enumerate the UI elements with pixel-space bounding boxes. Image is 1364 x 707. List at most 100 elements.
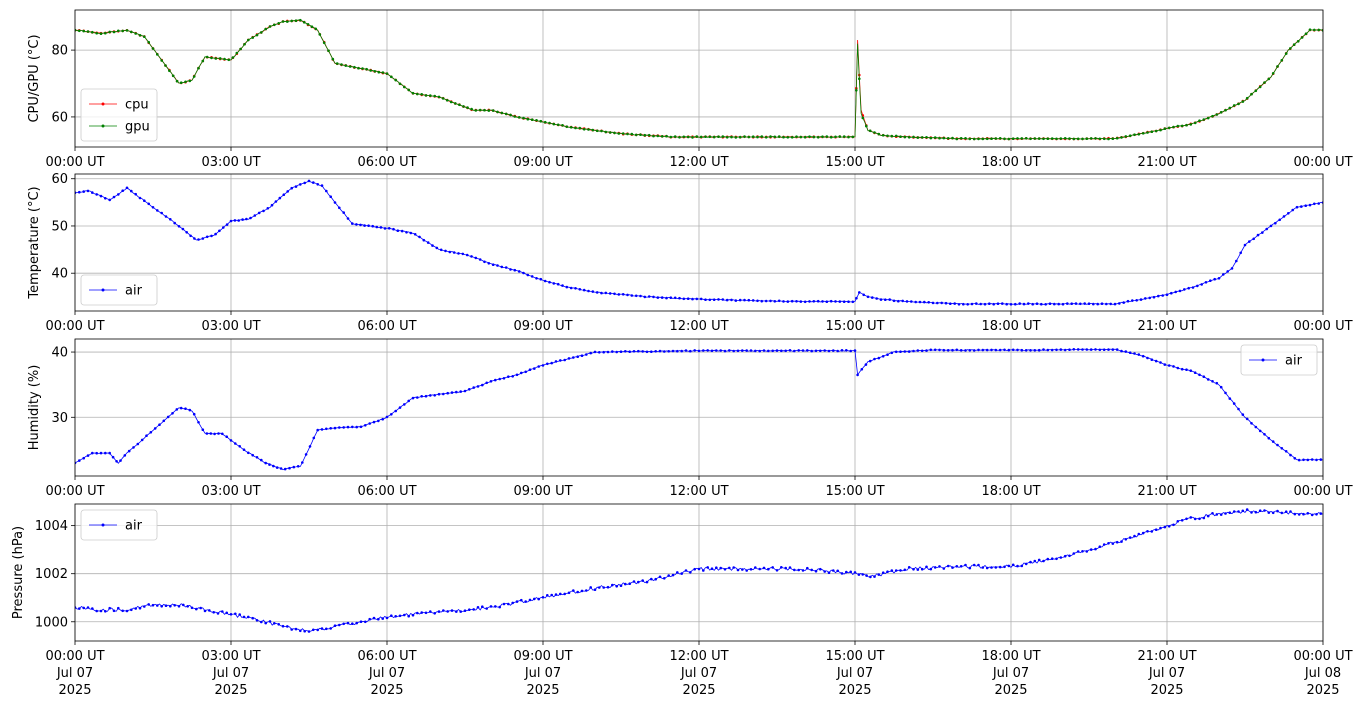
data-point [569,126,573,129]
data-point [901,299,904,303]
data-point [368,617,372,621]
data-point [496,110,499,114]
data-point [1209,279,1212,283]
data-point [1252,237,1255,241]
data-point [1241,509,1245,513]
data-point [693,349,696,352]
legend: air [1240,344,1318,376]
data-point [968,137,972,141]
data-point [185,231,188,234]
data-point [381,617,385,620]
data-point [619,584,623,587]
data-point [1250,511,1253,514]
data-point [886,353,889,357]
data-point [173,604,176,607]
data-point [296,465,300,468]
data-point [373,70,377,73]
legend-swatch-marker [101,102,105,106]
data-point [585,589,588,592]
data-point [241,218,244,221]
data-point [104,31,107,35]
data-point [1306,458,1310,462]
data-point [355,223,358,226]
panel-2: 00:00 UT 03:00 UT 06:00 UT 09:00 UT 12:00 UT… [27,172,1353,334]
data-point [873,575,876,578]
data-point [1206,116,1210,120]
data-point [738,135,742,139]
data-point [617,293,621,296]
data-point [1037,348,1041,352]
data-point [108,30,111,34]
data-point [160,59,163,62]
data-point [914,300,917,304]
data-point [903,350,907,353]
data-point [184,407,187,411]
data-point [1118,302,1121,305]
data-point [1050,348,1054,352]
data-point [563,592,566,596]
data-point [845,349,848,352]
data-point [543,279,547,283]
data-point [1167,126,1171,130]
data-point [1295,205,1299,209]
data-point [257,211,261,215]
data-point [387,227,391,230]
data-point [277,22,281,25]
x-tick-year: 2025 [994,683,1027,698]
data-point [466,106,469,109]
data-point [398,82,402,86]
data-point [86,189,90,193]
data-point [1317,202,1320,205]
data-point [249,216,252,220]
data-point [242,615,246,619]
legend-swatch-marker [101,523,105,527]
data-point [530,118,534,121]
data-point [470,107,473,111]
x-tick-date: Jul 07 [1148,666,1185,681]
data-point [526,273,530,277]
data-point [164,215,168,218]
data-point [626,293,629,297]
data-point [784,349,787,353]
data-point [1198,119,1201,122]
data-point [483,108,486,112]
data-point [446,391,450,395]
data-point [459,610,463,613]
data-point [260,31,263,34]
data-point [331,57,335,61]
x-tick-year: 2025 [214,683,247,698]
data-point [221,432,224,436]
data-point [1046,557,1050,561]
data-point [881,355,885,358]
data-point [1243,243,1247,247]
data-point [1087,302,1091,306]
data-point [160,605,163,608]
data-point [890,134,894,138]
data-point [459,390,463,393]
data-point [751,299,755,302]
data-point [264,621,268,625]
data-point [894,134,898,138]
data-point [1076,137,1080,141]
data-point [920,349,924,353]
x-tick-year: 2025 [1306,683,1339,698]
data-point [357,66,360,70]
data-point [606,350,610,354]
data-point [847,135,850,139]
data-point [201,237,205,240]
panel-3: 00:00 UT 03:00 UT 06:00 UT 09:00 UT 12:00 UT… [27,338,1353,499]
data-point [678,296,681,300]
data-point [333,426,337,430]
data-point [1265,227,1268,231]
data-point [721,135,725,138]
data-point [134,607,137,610]
data-point [654,577,657,581]
data-point [392,227,395,231]
data-point [1206,514,1210,518]
data-point [574,126,577,130]
data-point [1144,297,1147,300]
data-point [634,294,638,298]
data-point [151,47,155,50]
data-point [1016,137,1019,140]
data-point [1133,352,1136,355]
